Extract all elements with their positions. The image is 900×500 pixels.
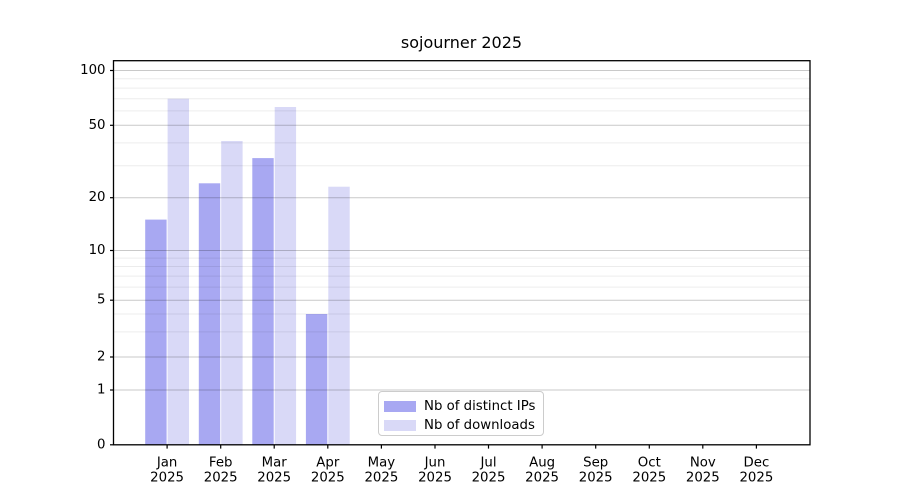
bar-nb-of-downloads-mar (274, 107, 297, 445)
bar-nb-of-distinct-ips-mar (252, 158, 274, 445)
y-tick-label-0: 0 (97, 437, 105, 452)
bar-nb-of-distinct-ips-feb (198, 183, 221, 445)
y-tick-label-2: 2 (97, 350, 105, 365)
bar-nb-of-distinct-ips-jan (145, 219, 167, 445)
x-tick-label-feb: Feb 2025 (204, 456, 238, 486)
legend-item-distinct-ips: Nb of distinct IPs (384, 399, 543, 414)
legend-label-downloads: Nb of downloads (424, 418, 535, 433)
x-tick-label-mar: Mar 2025 (257, 456, 291, 486)
legend-item-downloads: Nb of downloads (384, 418, 543, 433)
x-tick-label-aug: Aug 2025 (525, 456, 559, 486)
bar-nb-of-downloads-jan (167, 98, 189, 445)
bar-nb-of-distinct-ips-apr (305, 314, 328, 445)
y-tick-label-5: 5 (97, 293, 105, 308)
legend-swatch-distinct-ips (384, 400, 416, 413)
x-tick-label-sep: Sep 2025 (579, 456, 613, 486)
x-tick-label-may: May 2025 (364, 456, 398, 486)
y-tick-label-100: 100 (80, 63, 105, 78)
axes-frame (112, 60, 811, 446)
y-tick-label-1: 1 (97, 383, 105, 398)
x-tick-label-nov: Nov 2025 (686, 456, 720, 486)
legend-label-distinct-ips: Nb of distinct IPs (424, 399, 536, 414)
x-tick-label-dec: Dec 2025 (739, 456, 773, 486)
x-tick-label-jan: Jan 2025 (150, 456, 184, 486)
legend: Nb of distinct IPs Nb of downloads (378, 391, 544, 436)
y-tick-label-20: 20 (89, 190, 106, 205)
x-tick-label-jul: Jul 2025 (472, 456, 506, 486)
bar-nb-of-downloads-apr (328, 186, 350, 445)
bar-nb-of-downloads-feb (221, 141, 243, 445)
x-tick-label-apr: Apr 2025 (311, 456, 345, 486)
y-tick-label-50: 50 (89, 118, 106, 133)
legend-swatch-downloads (384, 419, 416, 432)
chart-title: sojourner 2025 (400, 33, 523, 52)
y-tick-label-10: 10 (89, 243, 106, 258)
x-tick-label-oct: Oct 2025 (632, 456, 666, 486)
x-tick-label-jun: Jun 2025 (418, 456, 452, 486)
